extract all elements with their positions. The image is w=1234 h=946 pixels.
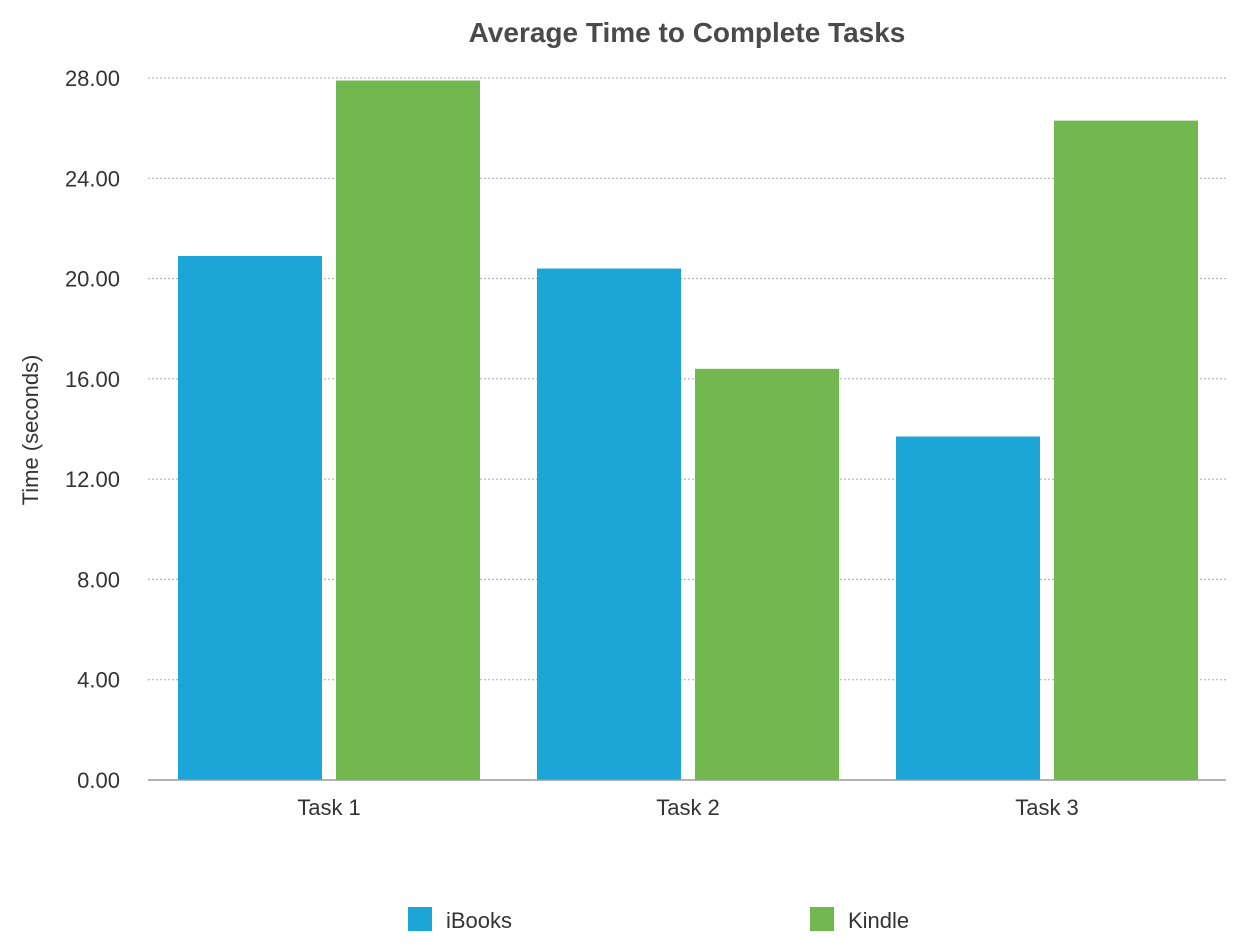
- x-tick-label: Task 3: [1015, 795, 1079, 820]
- x-axis-tick-labels: Task 1 Task 2 Task 3: [297, 795, 1079, 820]
- bar-ibooks-task-3: [896, 436, 1040, 780]
- y-tick-label: 8.00: [77, 567, 120, 592]
- bar-ibooks-task-2: [537, 268, 681, 780]
- x-tick-label: Task 1: [297, 795, 361, 820]
- y-axis-tick-labels: 0.00 4.00 8.00 12.00 16.00 20.00 24.00 28.00: [65, 66, 120, 793]
- legend: iBooks Kindle: [408, 907, 909, 933]
- legend-swatch-ibooks: [408, 907, 432, 931]
- x-tick-label: Task 2: [656, 795, 720, 820]
- legend-label-ibooks: iBooks: [446, 908, 512, 933]
- chart-title: Average Time to Complete Tasks: [469, 17, 906, 48]
- y-tick-label: 12.00: [65, 467, 120, 492]
- y-tick-label: 20.00: [65, 267, 120, 292]
- bar-ibooks-task-1: [178, 256, 322, 780]
- y-tick-label: 4.00: [77, 668, 120, 693]
- legend-label-kindle: Kindle: [848, 908, 909, 933]
- bar-kindle-task-3: [1054, 120, 1198, 780]
- y-tick-label: 28.00: [65, 66, 120, 91]
- y-axis-label: Time (seconds): [18, 355, 43, 506]
- bar-kindle-task-2: [695, 368, 839, 780]
- y-tick-label: 0.00: [77, 768, 120, 793]
- y-tick-label: 24.00: [65, 166, 120, 191]
- bars: [178, 80, 1198, 780]
- legend-swatch-kindle: [810, 907, 834, 931]
- y-tick-label: 16.00: [65, 367, 120, 392]
- bar-kindle-task-1: [336, 80, 480, 780]
